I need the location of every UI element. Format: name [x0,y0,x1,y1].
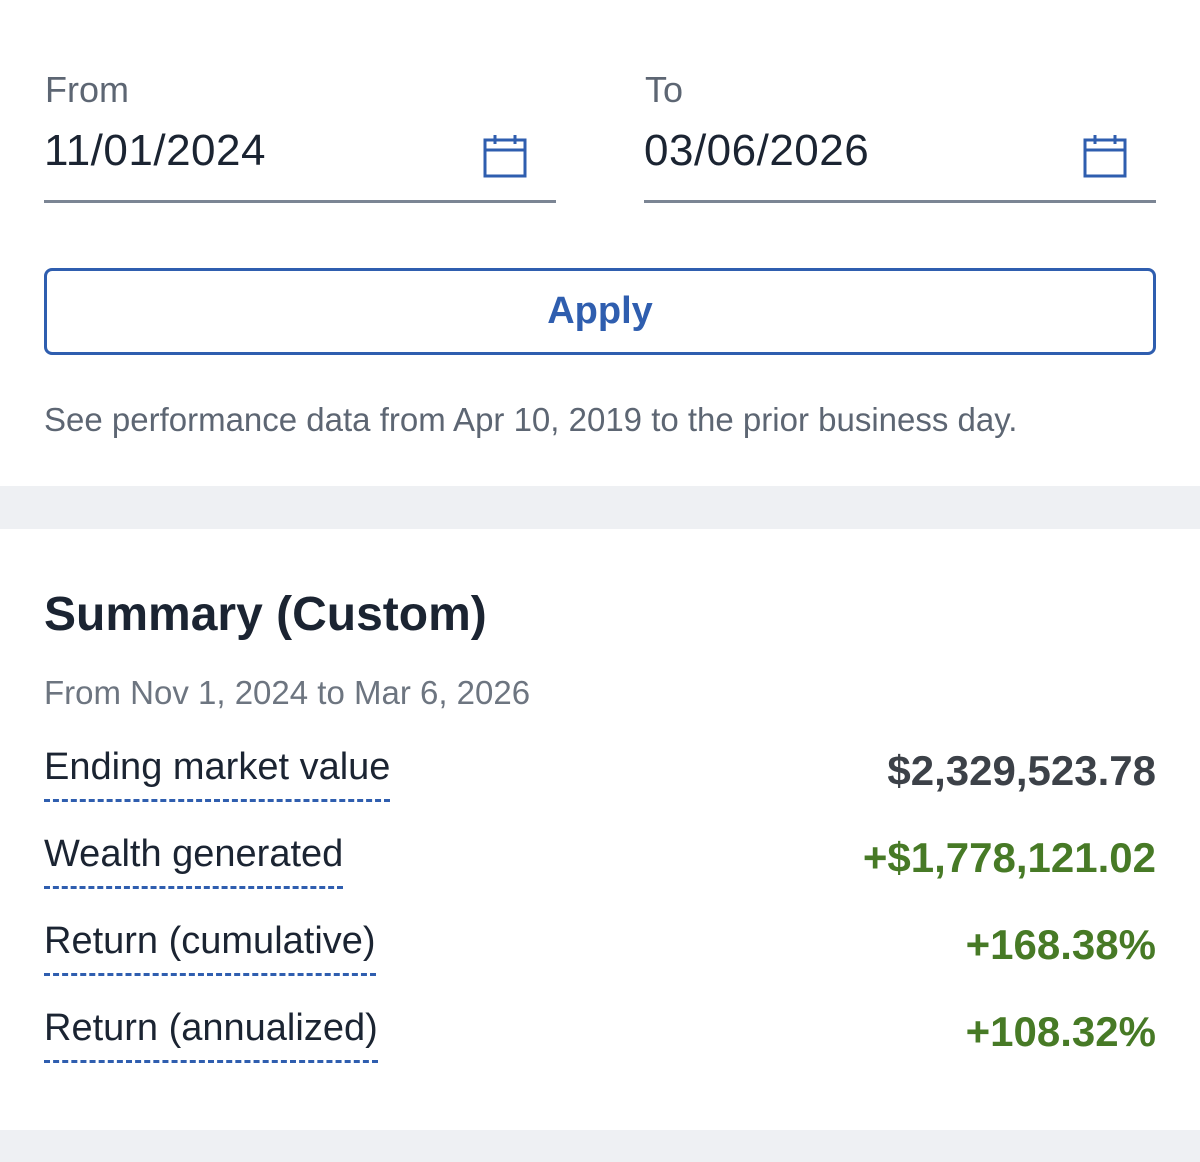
return-annualized-label[interactable]: Return (annualized) [44,1002,378,1063]
summary-panel: Summary (Custom) From Nov 1, 2024 to Mar… [0,529,1200,1130]
metric-row-return-annualized: Return (annualized) +108.32% [44,1002,1156,1072]
calendar-icon[interactable] [1082,134,1128,180]
bottom-divider [0,1130,1200,1162]
ending-market-value-label[interactable]: Ending market value [44,741,391,802]
summary-title: Summary (Custom) [44,588,487,641]
summary-date-range: From Nov 1, 2024 to Mar 6, 2026 [44,674,531,711]
apply-button[interactable]: Apply [44,268,1156,355]
ending-market-value: $2,329,523.78 [887,747,1156,794]
return-cumulative-label[interactable]: Return (cumulative) [44,915,376,976]
wealth-generated-value: +$1,778,121.02 [862,834,1156,881]
calendar-icon[interactable] [482,134,528,180]
return-cumulative-value: +168.38% [965,921,1156,968]
metric-row-ending-market-value: Ending market value $2,329,523.78 [44,741,1156,811]
wealth-generated-label[interactable]: Wealth generated [44,828,344,889]
to-date-value[interactable]: 03/06/2026 [644,126,870,175]
metric-row-wealth-generated: Wealth generated +$1,778,121.02 [44,828,1156,898]
metric-row-return-cumulative: Return (cumulative) +168.38% [44,915,1156,985]
to-date-field[interactable]: To 03/06/2026 [644,64,1156,203]
return-annualized-value: +108.32% [965,1008,1156,1055]
section-divider [0,486,1200,529]
from-label: From [45,69,129,110]
from-date-field[interactable]: From 11/01/2024 [44,64,556,203]
date-range-panel: From 11/01/2024 To 03/06/2026 Apply See … [0,0,1200,486]
to-label: To [645,69,684,110]
from-date-value[interactable]: 11/01/2024 [44,126,266,175]
available-range-note: See performance data from Apr 10, 2019 t… [44,401,1018,438]
